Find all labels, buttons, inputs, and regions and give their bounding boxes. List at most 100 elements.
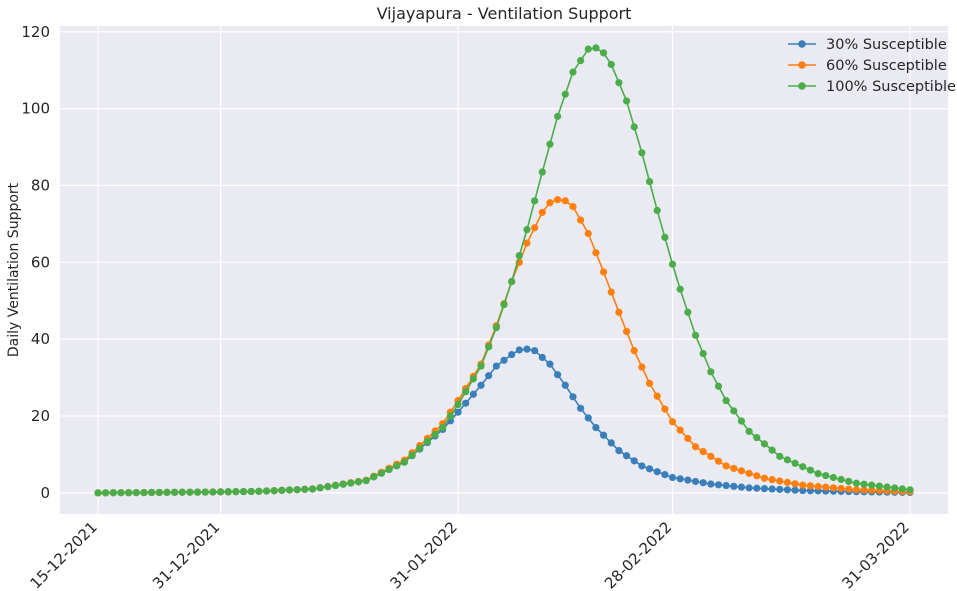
data-point (155, 488, 163, 497)
data-point (622, 327, 631, 336)
data-point (707, 368, 715, 376)
data-point (193, 488, 202, 496)
legend-item: 30% Susceptible (788, 37, 947, 53)
data-point (171, 488, 179, 496)
data-point (515, 251, 523, 260)
legend-label: 100% Susceptible (826, 79, 956, 95)
data-point (707, 480, 715, 488)
data-point (684, 434, 692, 443)
data-point (737, 483, 746, 491)
data-point (515, 346, 523, 354)
data-point (561, 197, 569, 205)
data-point (462, 388, 470, 396)
data-point (393, 462, 401, 470)
data-point (845, 485, 853, 493)
data-point (569, 393, 577, 401)
y-tick-label: 100 (21, 100, 50, 118)
data-point (125, 489, 133, 497)
data-point (538, 353, 546, 362)
data-point (653, 206, 661, 215)
data-point (523, 239, 531, 247)
data-point (316, 484, 324, 492)
data-point (829, 473, 838, 482)
data-point (569, 203, 577, 211)
plot-area (60, 26, 948, 514)
data-point (699, 447, 707, 456)
data-point (730, 482, 738, 490)
data-point (454, 400, 462, 409)
data-point (262, 487, 271, 495)
data-point (577, 404, 585, 412)
data-point (806, 482, 815, 490)
data-point (661, 405, 669, 413)
data-point (829, 484, 838, 492)
data-point (645, 379, 654, 387)
data-point (431, 430, 439, 439)
data-point (485, 343, 493, 351)
data-point (615, 447, 623, 455)
x-tick-label: 31-12-2021 (149, 518, 223, 591)
data-point (492, 362, 500, 370)
data-point (278, 486, 286, 494)
data-point (753, 472, 761, 480)
data-point (546, 199, 554, 207)
data-point (668, 260, 677, 268)
data-point (186, 488, 194, 496)
data-point (584, 414, 592, 422)
data-point (645, 465, 654, 473)
data-point (385, 465, 393, 474)
data-point (645, 178, 654, 186)
data-point (822, 483, 830, 491)
data-point (209, 488, 217, 496)
data-point (523, 345, 531, 353)
data-point (500, 356, 508, 364)
data-point (791, 480, 799, 488)
data-point (102, 489, 110, 497)
data-point (638, 149, 646, 157)
legend-marker (798, 82, 806, 90)
y-tick-label: 40 (31, 330, 50, 348)
data-point (684, 308, 692, 316)
data-point (814, 482, 822, 491)
data-point (860, 480, 868, 488)
legend-label: 30% Susceptible (826, 37, 947, 53)
legend: 30% Susceptible 60% Susceptible 100% Susce… (788, 37, 956, 95)
data-point (837, 475, 845, 484)
data-point (883, 483, 891, 491)
data-point (492, 324, 500, 332)
data-point (500, 300, 508, 309)
data-point (730, 464, 738, 473)
data-point (599, 49, 608, 57)
data-point (760, 474, 769, 482)
data-point (753, 434, 761, 442)
data-point (592, 423, 600, 432)
data-point (753, 484, 761, 492)
data-point (531, 224, 539, 232)
data-point (561, 381, 569, 389)
data-point (845, 477, 853, 485)
data-point (148, 488, 156, 497)
data-point (370, 473, 378, 481)
data-point (423, 437, 431, 445)
data-point (561, 90, 569, 98)
data-point (140, 488, 148, 497)
data-point (745, 484, 753, 492)
data-point (577, 56, 585, 65)
data-point (852, 486, 860, 494)
data-point (308, 485, 317, 493)
data-point (232, 488, 240, 496)
data-point (347, 479, 355, 487)
data-point (699, 349, 707, 358)
data-point (661, 471, 669, 479)
data-point (622, 452, 631, 460)
data-point (477, 381, 485, 389)
data-point (132, 488, 140, 497)
chart-title: Vijayapura - Ventilation Support (377, 4, 632, 23)
data-point (745, 427, 753, 435)
data-point (224, 488, 232, 496)
data-point (868, 481, 876, 489)
data-point (94, 489, 102, 497)
data-point (216, 488, 225, 496)
x-tick-label: 28-02-2022 (601, 518, 675, 591)
